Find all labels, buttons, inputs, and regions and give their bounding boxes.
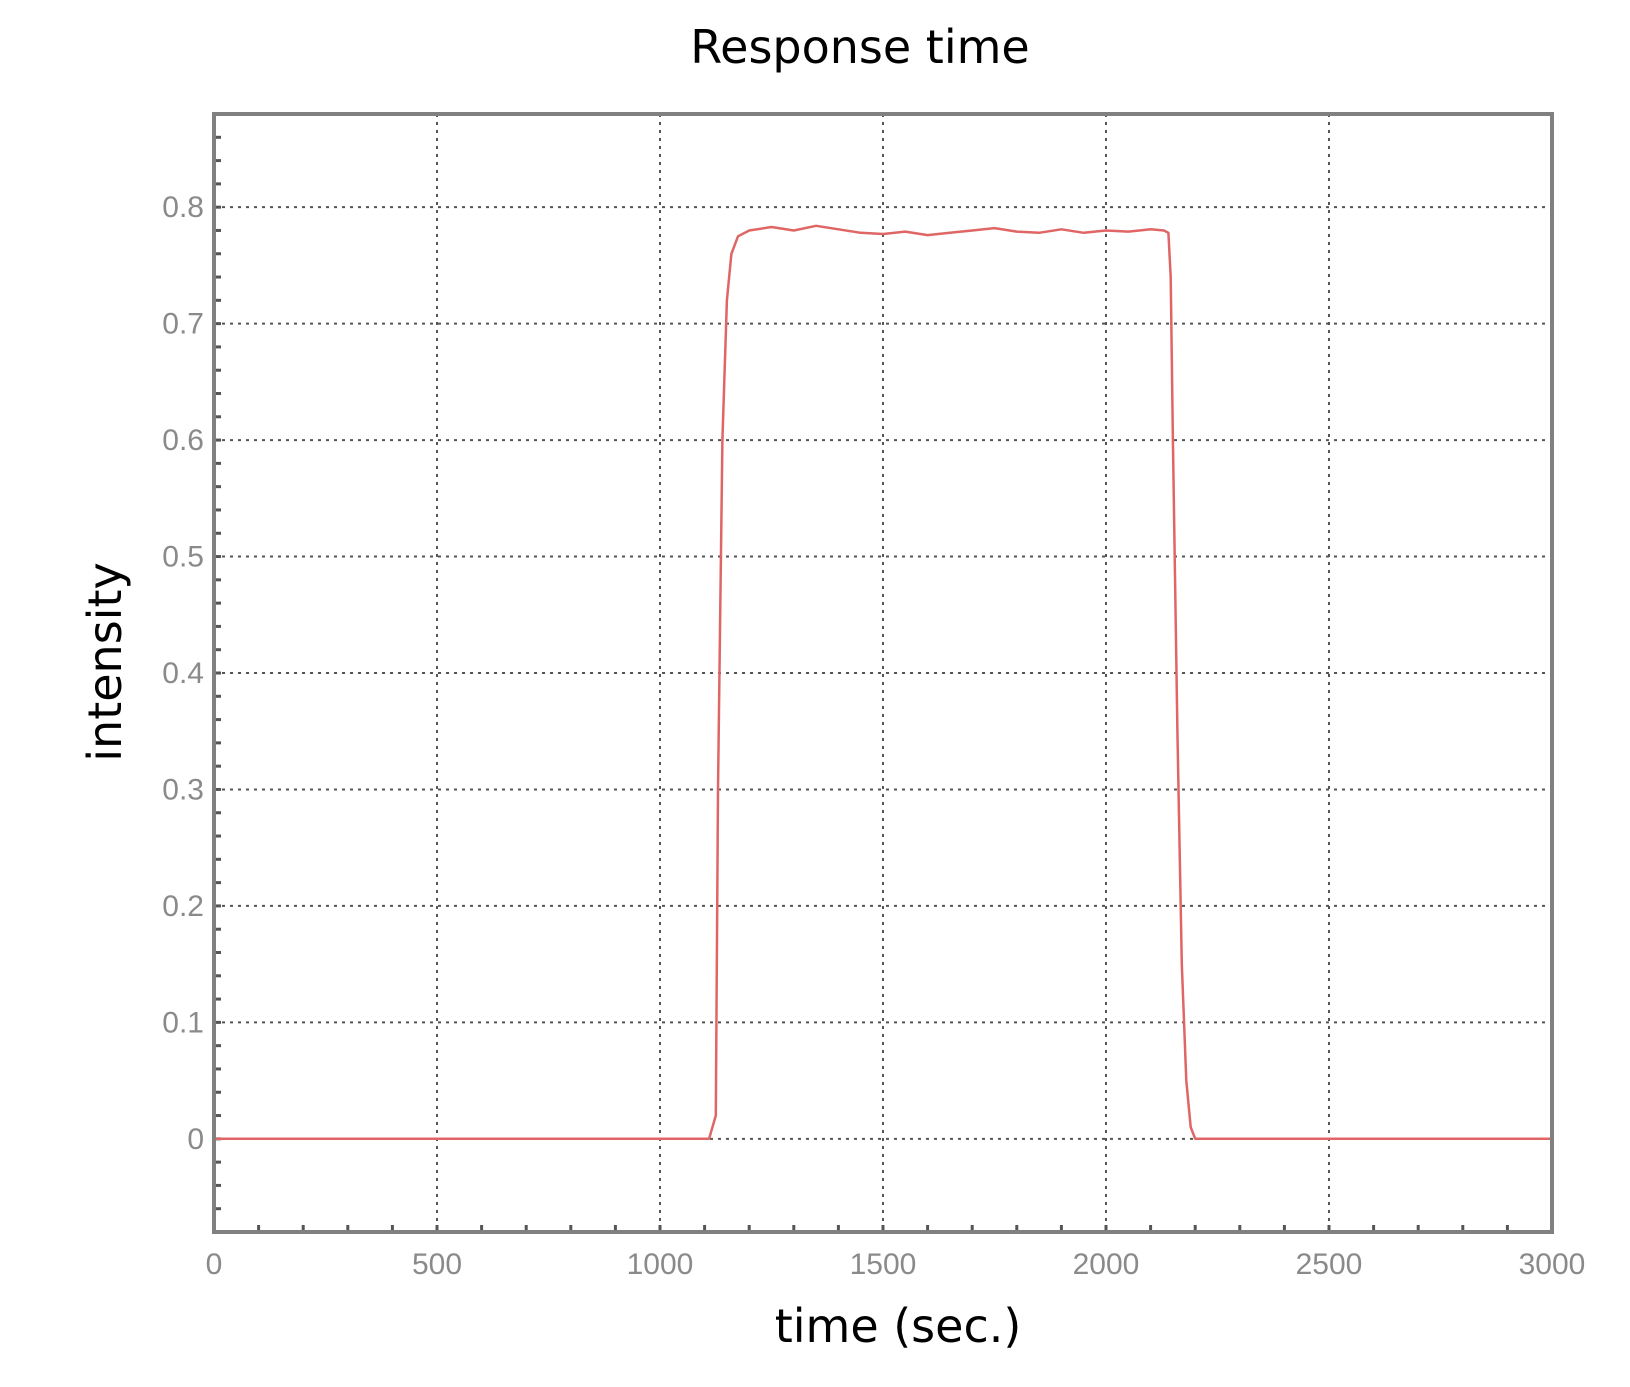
x-tick-label: 1500	[850, 1248, 917, 1281]
y-tick-label: 0.5	[162, 541, 204, 574]
y-tick-label: 0.3	[162, 773, 204, 806]
chart-title: Response time	[690, 20, 1029, 74]
y-tick-label: 0.1	[162, 1006, 204, 1039]
x-axis-label: time (sec.)	[775, 1299, 1022, 1353]
x-tick-labels: 0 500 1000 1500 2000 2500 3000	[206, 1248, 1586, 1281]
series-layer	[214, 224, 1552, 1141]
y-tick-label: 0	[187, 1123, 204, 1156]
x-tick-label: 3000	[1519, 1248, 1586, 1281]
y-tick-label: 0.4	[162, 657, 204, 690]
x-tick-label: 2500	[1296, 1248, 1363, 1281]
y-tick-label: 0.6	[162, 424, 204, 457]
series-line	[214, 224, 1552, 1141]
x-tick-label: 0	[206, 1248, 223, 1281]
grid	[214, 114, 1552, 1232]
y-tick-label: 0.8	[162, 191, 204, 224]
y-tick-label: 0.7	[162, 308, 204, 341]
x-tick-label: 2000	[1073, 1248, 1140, 1281]
y-tick-label: 0.2	[162, 890, 204, 923]
y-tick-labels: 0 0.1 0.2 0.3 0.4 0.5 0.6 0.7 0.8	[162, 191, 204, 1156]
plot-frame	[212, 112, 1554, 1234]
x-tick-label: 500	[412, 1248, 462, 1281]
y-axis-label: intensity	[78, 562, 132, 761]
x-tick-label: 1000	[627, 1248, 694, 1281]
